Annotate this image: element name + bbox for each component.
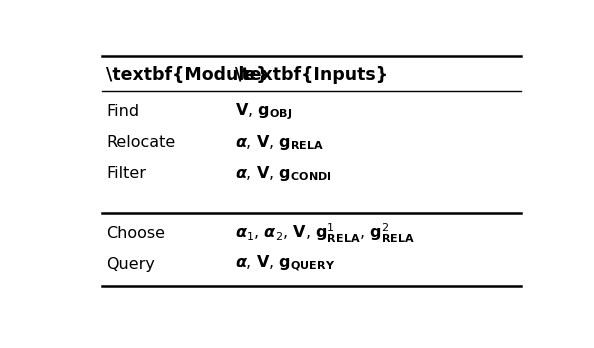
Text: Filter: Filter — [106, 166, 147, 181]
Text: $\mathbf{V}$, $\mathbf{g}_{\mathbf{OBJ}}$: $\mathbf{V}$, $\mathbf{g}_{\mathbf{OBJ}}… — [235, 101, 293, 122]
Text: $\boldsymbol{\alpha}$, $\mathbf{V}$, $\mathbf{g}_{\mathbf{CONDI}}$: $\boldsymbol{\alpha}$, $\mathbf{V}$, $\m… — [235, 164, 332, 183]
Text: $\boldsymbol{\alpha}_1$, $\boldsymbol{\alpha}_2$, $\mathbf{V}$, $\mathbf{g}_{\ma: $\boldsymbol{\alpha}_1$, $\boldsymbol{\a… — [235, 222, 416, 245]
Text: \textbf{Inputs}: \textbf{Inputs} — [235, 66, 388, 84]
Text: Relocate: Relocate — [106, 135, 176, 150]
Text: $\boldsymbol{\alpha}$, $\mathbf{V}$, $\mathbf{g}_{\mathbf{QUERY}}$: $\boldsymbol{\alpha}$, $\mathbf{V}$, $\m… — [235, 254, 336, 274]
Text: $\boldsymbol{\alpha}$, $\mathbf{V}$, $\mathbf{g}_{\mathbf{RELA}}$: $\boldsymbol{\alpha}$, $\mathbf{V}$, $\m… — [235, 133, 325, 152]
Text: Query: Query — [106, 257, 156, 272]
Text: Choose: Choose — [106, 226, 166, 241]
Text: \textbf{Module}: \textbf{Module} — [106, 66, 269, 84]
Text: Find: Find — [106, 104, 140, 119]
